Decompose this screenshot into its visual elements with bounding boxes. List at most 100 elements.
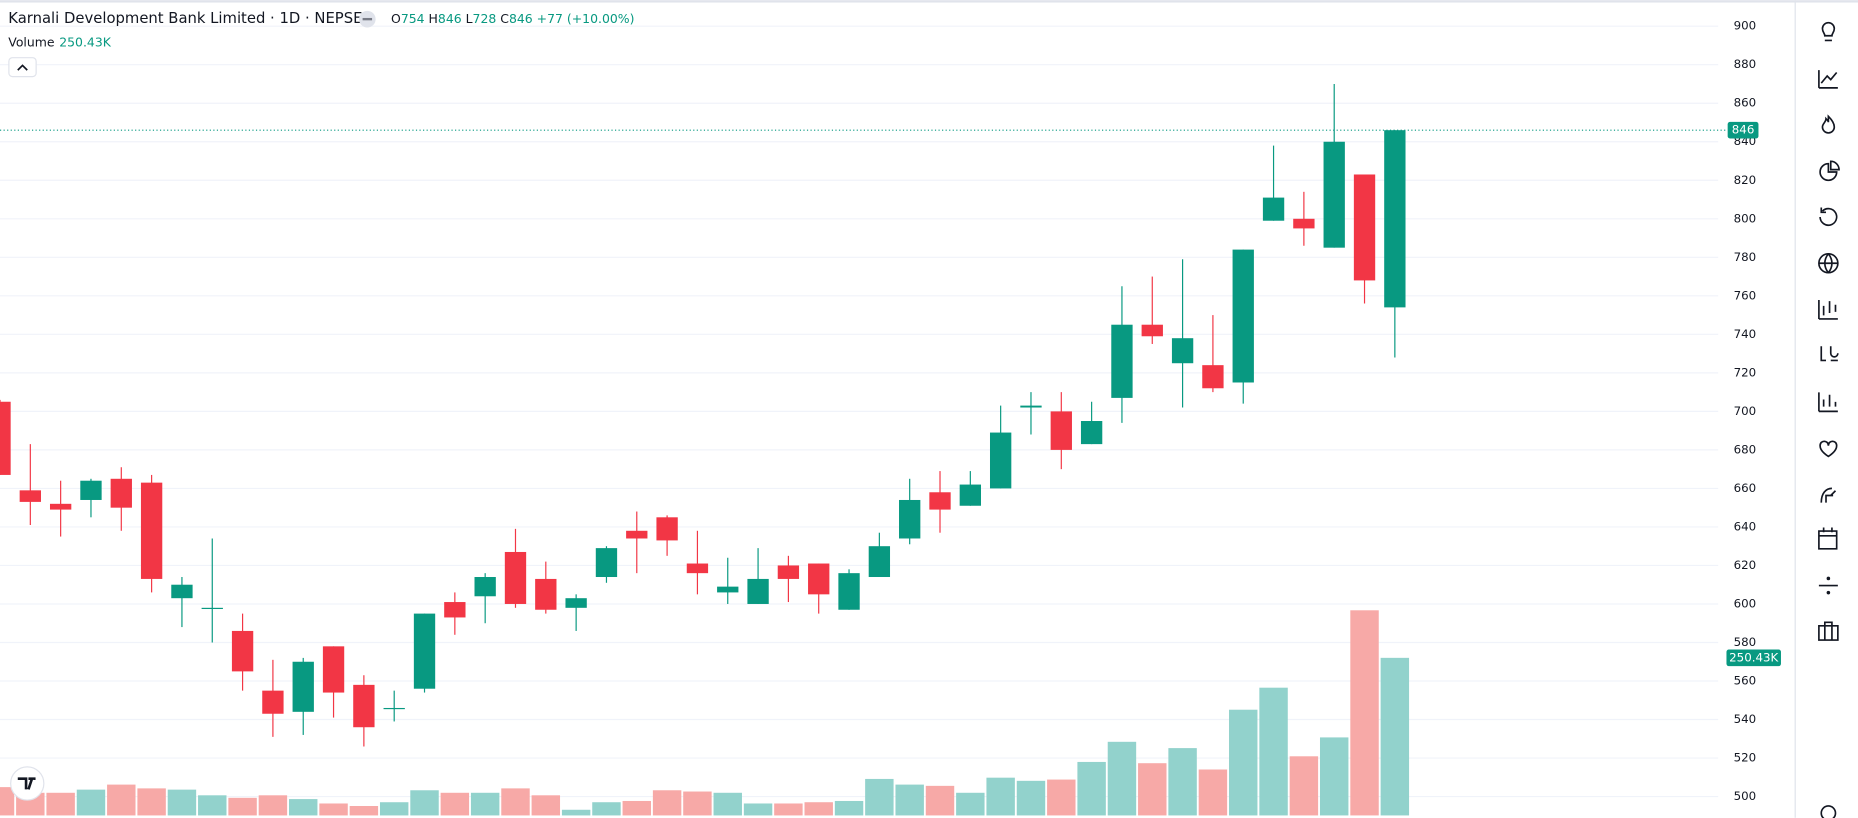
volume-bar [561, 809, 591, 816]
high-label: H [429, 11, 438, 26]
volume-bar [683, 791, 712, 816]
y-tick-label: 900 [1734, 19, 1757, 33]
volume-bar [986, 777, 1015, 816]
y-tick-label: 500 [1734, 789, 1757, 803]
volume-bar [289, 799, 318, 816]
price-label-bg [1727, 121, 1759, 139]
candle-body [808, 563, 830, 595]
candle-body [626, 530, 648, 539]
candle-body [535, 578, 557, 610]
volume-bar [167, 789, 197, 816]
compare-icon[interactable] [1820, 346, 1839, 362]
candle-body [49, 503, 72, 510]
candle-body [899, 499, 921, 539]
candle-body [777, 565, 800, 579]
open-value: 754 [401, 11, 425, 26]
volume-bar [592, 802, 621, 816]
y-tick-label: 780 [1734, 250, 1757, 264]
volume-bar [1350, 610, 1379, 816]
candle-body [444, 602, 466, 618]
volume-bar [1107, 741, 1137, 816]
volume-bar [137, 788, 166, 816]
ideas-icon[interactable] [1821, 21, 1836, 42]
volume-title: Volume [8, 34, 54, 49]
candle-body [231, 630, 254, 672]
replay-icon[interactable] [1819, 207, 1838, 226]
low-value: 728 [473, 11, 497, 26]
high-value: 846 [438, 11, 462, 26]
volume-bar [531, 795, 561, 816]
volume-bar [925, 785, 955, 816]
briefcase-icon[interactable] [1818, 621, 1839, 641]
header: Karnali Development Bank Limited · 1D · … [8, 10, 634, 78]
y-tick-label: 660 [1734, 481, 1757, 495]
candle-body [201, 607, 223, 610]
price-axis: 500 520 540 560 580 600 620 640 660 680 700 720 740 7… [1726, 19, 1781, 803]
candle-body [656, 517, 678, 541]
candle-body [1202, 365, 1224, 389]
volume-bar [743, 803, 773, 816]
collapse-button[interactable] [8, 57, 37, 78]
volume-bar [895, 784, 924, 816]
volume-bar [379, 802, 409, 816]
candle-body [1020, 405, 1042, 408]
volume-bar [1229, 709, 1258, 816]
volume-bar [501, 788, 530, 816]
candle-body [565, 598, 587, 608]
y-tick-label: 560 [1734, 674, 1757, 688]
volume-bar [228, 797, 257, 816]
candle-body [171, 584, 193, 599]
candle-body [80, 480, 102, 500]
candles [0, 83, 1406, 747]
top-border [0, 0, 1858, 3]
volume-bar [349, 805, 379, 816]
price-label: 846 [1732, 123, 1755, 137]
volume-bar [198, 795, 227, 816]
volume-bar [652, 790, 682, 816]
change: +77 (+10.00%) [537, 11, 635, 26]
indicator-icon[interactable] [1818, 70, 1838, 89]
favorites-icon[interactable] [1819, 440, 1838, 458]
candle-body [595, 548, 618, 578]
candle-body [474, 577, 496, 597]
volume-bar [865, 778, 894, 816]
volume-bar [1138, 763, 1167, 816]
volume-bar [804, 802, 833, 816]
volume-bar [440, 792, 470, 816]
calendar-icon[interactable] [1818, 527, 1838, 550]
toolbar [1818, 21, 1840, 818]
candle-body [1141, 324, 1163, 337]
volume-bar [713, 792, 742, 816]
volume-bar [1198, 769, 1228, 816]
volume-label-bg [1726, 649, 1781, 667]
ohlc-legend: O754 H846 L728 C846 +77 (+10.00%) [391, 11, 634, 26]
low-label: L [466, 11, 473, 26]
volume-bar [1047, 779, 1076, 816]
candle-body [19, 490, 41, 502]
help-icon[interactable] [1820, 805, 1837, 818]
candle-body [989, 432, 1012, 489]
volume-bar [1168, 748, 1197, 816]
candle-body [1353, 174, 1376, 281]
collapse-icon [17, 64, 28, 71]
candle-body [140, 482, 163, 579]
candles-icon[interactable] [1818, 299, 1838, 320]
volume-bar [76, 789, 106, 816]
volume-bar [774, 803, 803, 816]
bars-icon[interactable] [1818, 392, 1838, 413]
grid [0, 25, 1728, 798]
y-tick-label: 760 [1734, 288, 1757, 302]
y-tick-label: 600 [1734, 596, 1757, 610]
candle-body [292, 661, 314, 712]
chart-title: Karnali Development Bank Limited · 1D · … [8, 10, 362, 27]
y-tick-label: 700 [1734, 404, 1757, 418]
signals-icon[interactable] [1820, 487, 1837, 503]
pie-icon[interactable] [1819, 160, 1840, 182]
y-tick-label: 680 [1734, 442, 1757, 456]
candle-body [262, 690, 284, 714]
candle-body [1384, 130, 1406, 308]
y-tick-label: 640 [1734, 519, 1757, 533]
hotlist-icon[interactable] [1821, 114, 1836, 134]
volume-bar [258, 795, 288, 816]
